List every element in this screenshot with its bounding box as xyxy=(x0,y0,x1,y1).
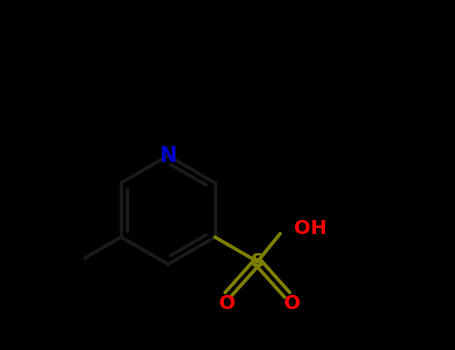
Text: O: O xyxy=(284,294,301,313)
Text: N: N xyxy=(159,146,177,166)
Text: OH: OH xyxy=(294,219,327,238)
Text: S: S xyxy=(250,252,264,271)
Text: O: O xyxy=(219,294,236,313)
